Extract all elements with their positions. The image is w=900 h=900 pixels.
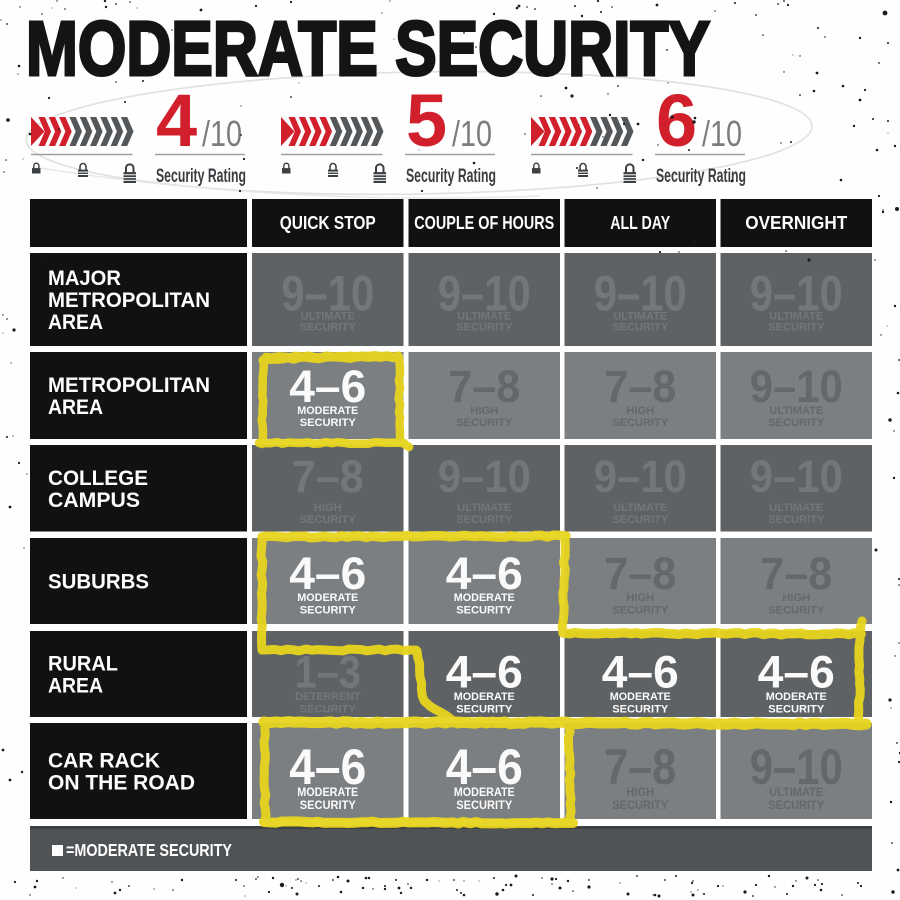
svg-text:HIGH: HIGH — [314, 502, 342, 514]
svg-text:SECURITY: SECURITY — [300, 704, 357, 716]
svg-text:ALL DAY: ALL DAY — [610, 213, 670, 233]
svg-text:MODERATE: MODERATE — [454, 592, 516, 604]
svg-text:7–8: 7–8 — [760, 548, 832, 599]
svg-text:/10: /10 — [452, 113, 492, 154]
svg-text:ULTIMATE: ULTIMATE — [613, 502, 668, 514]
svg-text:4–6: 4–6 — [758, 647, 835, 698]
svg-text:METROPOLITAN: METROPOLITAN — [48, 373, 210, 397]
svg-text:AREA: AREA — [48, 310, 103, 334]
svg-text:7–8: 7–8 — [448, 361, 520, 412]
svg-text:MODERATE: MODERATE — [454, 691, 516, 703]
svg-text:SECURITY: SECURITY — [612, 605, 669, 617]
svg-text:ULTIMATE: ULTIMATE — [769, 786, 823, 799]
svg-text:9–10: 9–10 — [750, 451, 843, 502]
svg-text:SECURITY: SECURITY — [456, 799, 512, 812]
svg-text:9–10: 9–10 — [438, 451, 531, 502]
svg-text:1–3: 1–3 — [295, 647, 361, 698]
svg-text:9–10: 9–10 — [750, 361, 843, 412]
svg-text:SECURITY: SECURITY — [300, 799, 356, 812]
svg-text:MODERATE: MODERATE — [297, 592, 359, 604]
svg-text:MODERATE: MODERATE — [610, 691, 672, 703]
svg-text:4–6: 4–6 — [602, 647, 679, 698]
svg-text:AREA: AREA — [48, 395, 103, 419]
svg-text:HIGH: HIGH — [470, 405, 498, 417]
svg-text:AREA: AREA — [48, 674, 103, 698]
svg-text:5: 5 — [406, 79, 447, 162]
svg-text:HIGH: HIGH — [626, 592, 654, 604]
svg-text:ULTIMATE: ULTIMATE — [457, 502, 512, 514]
svg-text:SECURITY: SECURITY — [300, 417, 357, 429]
svg-text:MODERATE: MODERATE — [297, 786, 358, 799]
svg-text:ULTIMATE: ULTIMATE — [769, 311, 823, 323]
svg-text:4–6: 4–6 — [446, 647, 523, 698]
svg-text:ULTIMATE: ULTIMATE — [613, 311, 667, 323]
svg-text:7–8: 7–8 — [604, 548, 676, 599]
svg-text:HIGH: HIGH — [626, 786, 654, 799]
svg-text:SECURITY: SECURITY — [768, 799, 824, 812]
svg-text:SECURITY: SECURITY — [300, 514, 357, 526]
svg-text:CAR RACK: CAR RACK — [48, 749, 160, 773]
svg-text:SECURITY: SECURITY — [456, 417, 513, 429]
svg-text:6: 6 — [656, 79, 697, 162]
svg-text:HIGH: HIGH — [782, 592, 810, 604]
svg-text:7–8: 7–8 — [604, 739, 676, 795]
svg-text:4–6: 4–6 — [289, 739, 366, 795]
svg-text:SECURITY: SECURITY — [768, 417, 825, 429]
svg-text:9–10: 9–10 — [281, 266, 374, 322]
svg-text:Security Rating: Security Rating — [656, 166, 746, 187]
svg-text:SECURITY: SECURITY — [456, 322, 513, 334]
svg-text:SECURITY: SECURITY — [612, 514, 669, 526]
svg-text:SUBURBS: SUBURBS — [48, 570, 149, 594]
svg-text:9–10: 9–10 — [750, 739, 843, 795]
svg-text:4–6: 4–6 — [446, 739, 523, 795]
svg-text:COUPLE OF HOURS: COUPLE OF HOURS — [414, 213, 554, 233]
svg-text:SECURITY: SECURITY — [612, 704, 669, 716]
svg-text:7–8: 7–8 — [604, 361, 676, 412]
svg-text:ULTIMATE: ULTIMATE — [769, 502, 824, 514]
svg-text:ULTIMATE: ULTIMATE — [769, 405, 824, 417]
svg-text:SECURITY: SECURITY — [456, 704, 513, 716]
svg-text:SECURITY: SECURITY — [300, 322, 357, 334]
svg-text:QUICK STOP: QUICK STOP — [280, 213, 376, 233]
svg-text:ON THE ROAD: ON THE ROAD — [48, 771, 195, 795]
svg-text:MODERATE: MODERATE — [297, 405, 359, 417]
svg-text:CAMPUS: CAMPUS — [48, 488, 140, 512]
svg-text:MAJOR: MAJOR — [48, 266, 121, 290]
svg-text:/10: /10 — [702, 113, 742, 154]
svg-text:9–10: 9–10 — [594, 451, 687, 502]
svg-text:SECURITY: SECURITY — [456, 605, 513, 617]
svg-text:9–10: 9–10 — [438, 266, 531, 322]
svg-text:9–10: 9–10 — [594, 266, 687, 322]
svg-text:7–8: 7–8 — [292, 451, 364, 502]
svg-text:SECURITY: SECURITY — [612, 417, 669, 429]
svg-text:Security Rating: Security Rating — [406, 166, 496, 187]
svg-text:COLLEGE: COLLEGE — [48, 466, 148, 490]
svg-text:4–6: 4–6 — [289, 361, 366, 412]
svg-text:HIGH: HIGH — [626, 405, 654, 417]
svg-text:SECURITY: SECURITY — [612, 322, 669, 334]
svg-text:OVERNIGHT: OVERNIGHT — [745, 213, 847, 233]
svg-text:SECURITY: SECURITY — [768, 322, 825, 334]
svg-text:/10: /10 — [202, 113, 242, 154]
svg-text:SECURITY: SECURITY — [768, 514, 825, 526]
svg-text:4–6: 4–6 — [446, 548, 523, 599]
svg-text:Security Rating: Security Rating — [156, 166, 246, 187]
svg-text:=MODERATE SECURITY: =MODERATE SECURITY — [66, 840, 232, 860]
svg-text:SECURITY: SECURITY — [768, 704, 825, 716]
svg-text:MODERATE: MODERATE — [454, 786, 515, 799]
svg-text:SECURITY: SECURITY — [768, 605, 825, 617]
svg-text:SECURITY: SECURITY — [456, 514, 513, 526]
svg-text:RURAL: RURAL — [48, 652, 118, 676]
svg-text:MODERATE: MODERATE — [766, 691, 828, 703]
svg-text:SECURITY: SECURITY — [612, 799, 668, 812]
svg-text:SECURITY: SECURITY — [300, 605, 357, 617]
svg-text:ULTIMATE: ULTIMATE — [457, 311, 511, 323]
svg-text:4: 4 — [156, 79, 197, 162]
svg-text:MODERATE SECURITY: MODERATE SECURITY — [26, 6, 710, 92]
svg-text:ULTIMATE: ULTIMATE — [301, 311, 355, 323]
svg-text:9–10: 9–10 — [750, 266, 843, 322]
svg-text:DETERRENT: DETERRENT — [295, 691, 360, 703]
svg-text:METROPOLITAN: METROPOLITAN — [48, 288, 210, 312]
svg-text:4–6: 4–6 — [289, 548, 366, 599]
